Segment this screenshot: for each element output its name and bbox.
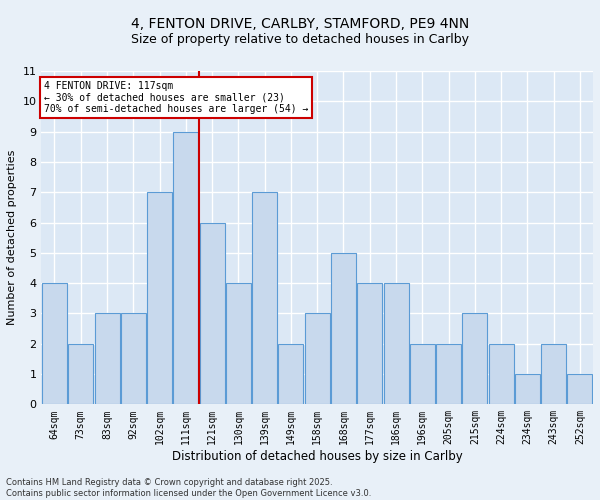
Bar	[147, 192, 172, 404]
Bar	[226, 283, 251, 405]
Bar	[173, 132, 199, 404]
Bar	[515, 374, 540, 404]
Bar	[488, 344, 514, 405]
X-axis label: Distribution of detached houses by size in Carlby: Distribution of detached houses by size …	[172, 450, 463, 463]
Bar	[68, 344, 93, 405]
Bar	[357, 283, 382, 405]
Bar	[541, 344, 566, 405]
Bar	[278, 344, 304, 405]
Bar	[121, 314, 146, 404]
Bar	[95, 314, 119, 404]
Bar	[252, 192, 277, 404]
Bar	[42, 283, 67, 405]
Y-axis label: Number of detached properties: Number of detached properties	[7, 150, 17, 326]
Bar	[200, 222, 224, 404]
Text: Contains HM Land Registry data © Crown copyright and database right 2025.
Contai: Contains HM Land Registry data © Crown c…	[6, 478, 371, 498]
Bar	[331, 253, 356, 404]
Text: 4, FENTON DRIVE, CARLBY, STAMFORD, PE9 4NN: 4, FENTON DRIVE, CARLBY, STAMFORD, PE9 4…	[131, 18, 469, 32]
Bar	[463, 314, 487, 404]
Bar	[383, 283, 409, 405]
Text: 4 FENTON DRIVE: 117sqm
← 30% of detached houses are smaller (23)
70% of semi-det: 4 FENTON DRIVE: 117sqm ← 30% of detached…	[44, 81, 308, 114]
Text: Size of property relative to detached houses in Carlby: Size of property relative to detached ho…	[131, 32, 469, 46]
Bar	[305, 314, 329, 404]
Bar	[410, 344, 435, 405]
Bar	[436, 344, 461, 405]
Bar	[568, 374, 592, 404]
